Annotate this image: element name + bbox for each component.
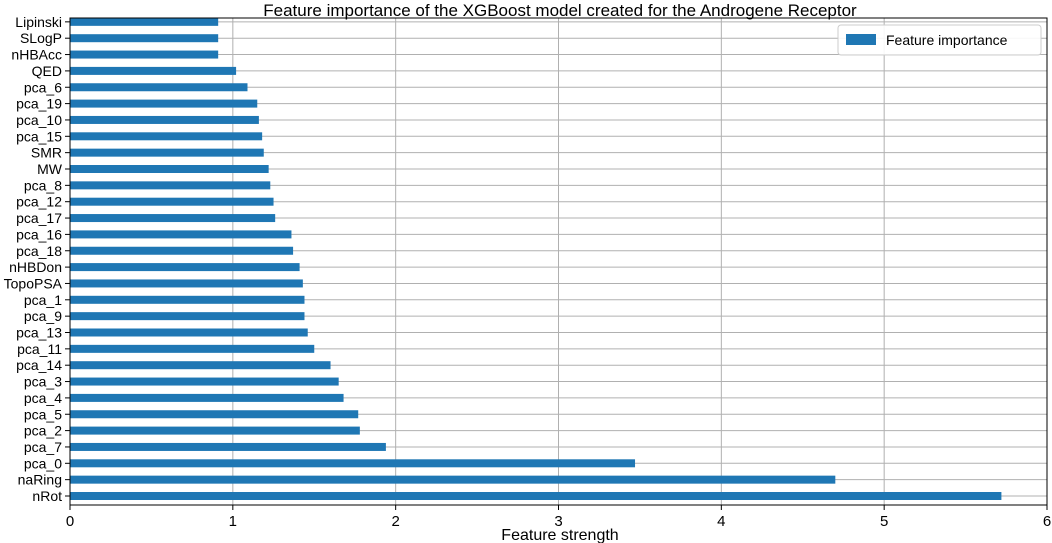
bar [70,442,386,451]
x-tick-label: 0 [66,513,74,530]
bar [70,66,237,75]
legend-box [837,24,1042,56]
y-tick-label: pca_18 [16,243,62,259]
bar [70,99,258,108]
y-tick-label: Lipinski [15,14,62,30]
x-tick-label: 4 [717,513,725,530]
bar [70,34,219,43]
bar [70,279,303,288]
y-tick-label: pca_15 [16,128,62,144]
bar [70,165,269,173]
y-tick-label: pca_6 [24,79,62,95]
plot-area: 0 1 2 3 4 5 6nRotnaRingpca_0pca_7pca_2pca_5pca… [4,14,1052,530]
bar [70,344,315,353]
y-tick-label: pca_5 [24,406,62,422]
legend-label: Feature importance [886,32,1008,48]
y-tick-label: nHBAcc [11,47,62,63]
x-tick-label: 2 [391,513,399,530]
x-tick-label: 1 [229,513,237,530]
bar [70,83,248,92]
y-tick-label: pca_14 [16,357,62,373]
y-tick-label: pca_16 [16,226,62,242]
bar [70,377,339,386]
y-tick-label: pca_10 [16,112,62,128]
y-tick-label: pca_17 [16,210,62,226]
bar [70,230,292,239]
bar [70,148,264,157]
y-tick-label: pca_9 [24,308,62,324]
bar [70,361,331,370]
bar [70,492,1002,500]
y-tick-label: pca_11 [17,341,62,357]
x-tick-label: 6 [1043,513,1051,530]
bar [70,410,359,419]
chart-title: Feature importance of the XGBoost model … [263,1,857,20]
x-tick-label: 5 [880,513,888,530]
bar [70,426,360,435]
bar [70,459,636,468]
y-tick-label: pca_0 [24,455,62,471]
y-tick-label: SMR [31,145,62,161]
y-tick-label: TopoPSA [4,275,63,291]
y-tick-label: MW [37,161,63,177]
y-tick-label: pca_7 [24,439,62,455]
y-tick-label: pca_1 [24,292,62,308]
y-tick-label: pca_13 [16,325,62,341]
bar [70,312,305,321]
y-tick-label: pca_12 [16,194,62,210]
bar [70,132,263,141]
bar [70,246,294,255]
x-axis-label: Feature strength [501,527,618,543]
bar [70,328,308,337]
bar [70,214,276,223]
x-tick-label: 3 [554,513,562,530]
y-tick-label: pca_19 [16,96,62,112]
bar [70,475,836,484]
bar [70,393,344,402]
bar [70,181,271,190]
y-tick-label: pca_4 [24,390,62,406]
bar [70,50,219,59]
y-tick-label: pca_3 [24,374,62,390]
y-tick-label: naRing [18,472,62,488]
bar [70,17,219,26]
y-tick-label: nHBDon [9,259,62,275]
bar [70,295,305,304]
y-tick-label: nRot [32,488,62,504]
bar [70,197,274,206]
y-tick-label: pca_8 [24,177,62,193]
y-tick-label: pca_2 [24,423,62,439]
legend-swatch [846,34,876,45]
y-tick-label: SLogP [20,30,62,46]
y-tick-label: QED [32,63,62,79]
bar [70,115,259,124]
bar [70,263,300,272]
